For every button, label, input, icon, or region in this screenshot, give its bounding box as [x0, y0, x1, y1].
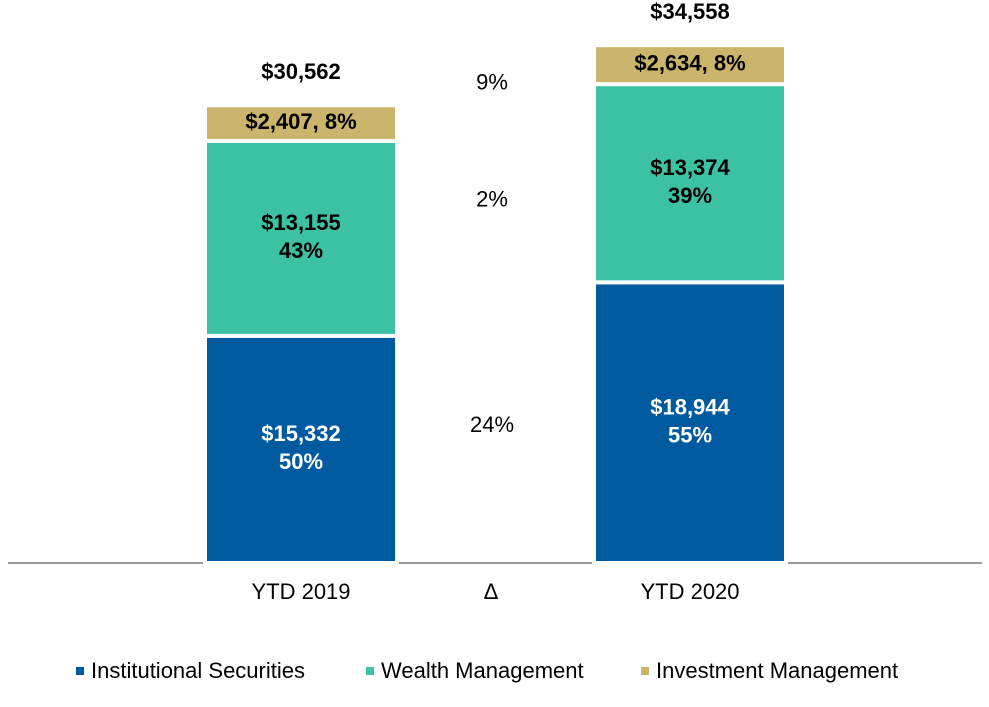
total-label: $34,558 — [650, 0, 730, 24]
data-label: $2,634, 8% — [634, 50, 745, 75]
data-label: $13,155 — [261, 210, 341, 235]
bar-segment — [203, 138, 399, 338]
data-label: $15,332 — [261, 421, 341, 446]
legend-swatch — [641, 667, 649, 675]
change-label: 2% — [476, 187, 508, 212]
bar-segment — [592, 82, 788, 285]
bar-segment — [592, 280, 788, 565]
legend-label: Wealth Management — [381, 658, 584, 683]
legend-swatch — [366, 667, 374, 675]
data-label: 39% — [668, 183, 712, 208]
bar-segment — [203, 333, 399, 566]
bar-segment — [592, 43, 788, 87]
data-label: $13,374 — [650, 155, 730, 180]
x-tick-label: YTD 2019 — [251, 579, 350, 604]
legend-label: Investment Management — [656, 658, 898, 683]
delta-label: Δ — [484, 579, 499, 604]
x-tick-label: YTD 2020 — [640, 579, 739, 604]
data-label: 43% — [279, 238, 323, 263]
data-label: 50% — [279, 449, 323, 474]
data-label: $18,944 — [650, 394, 730, 419]
legend-swatch — [76, 667, 84, 675]
bar-segment — [203, 103, 399, 143]
change-label: 24% — [470, 412, 514, 437]
change-label: 9% — [476, 70, 508, 95]
data-label: 55% — [668, 422, 712, 447]
data-label: $2,407, 8% — [245, 109, 356, 134]
legend-label: Institutional Securities — [91, 658, 305, 683]
total-label: $30,562 — [261, 59, 341, 84]
